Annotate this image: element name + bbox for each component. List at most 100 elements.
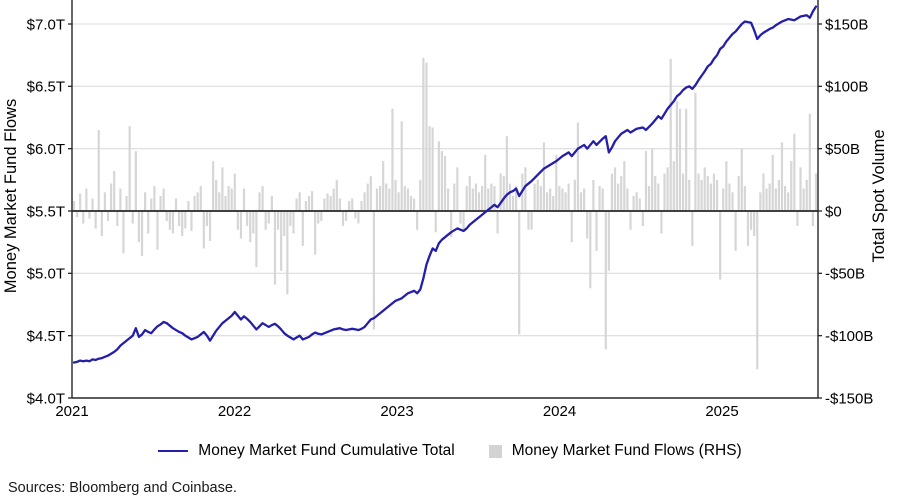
flow-bar [456,167,459,211]
flow-bar [561,188,564,211]
flow-bar [437,141,440,211]
flow-bar [440,151,444,211]
flow-bar [688,179,691,211]
flow-bar [283,211,286,236]
flow-bar [419,179,422,211]
flow-bar [168,211,171,230]
flow-bar [162,188,165,211]
flow-bar [385,183,388,211]
flow-bar [205,211,209,226]
flow-bar [570,211,573,243]
flow-bar [335,179,338,211]
flow-bar [202,211,205,249]
flow-bar [273,211,277,285]
flow-bar [184,211,187,229]
flow-bar [706,176,709,211]
flow-bar [409,196,413,211]
flow-bar [140,211,144,256]
flow-bar [518,211,521,335]
sources-note: Sources: Bloomberg and Coinbase. [8,480,237,496]
flow-bar [113,171,116,211]
left-tick-label: $6.5T [27,79,65,96]
flow-bar [147,211,150,234]
left-tick-label: $5.5T [27,203,65,220]
flow-bar [703,167,706,211]
flow-bar [174,198,178,211]
flow-bar [375,188,379,211]
flow-bar [289,211,292,226]
flow-bar [153,186,156,211]
flow-bar [443,156,447,211]
flow-bar [150,198,153,211]
right-axis-title: Total Spot Volume [870,130,888,263]
flow-bar [601,188,604,211]
flow-bar [403,186,406,211]
flow-bar [496,211,499,234]
flow-bar [499,173,502,211]
flow-bar [545,192,549,211]
flow-bar [181,211,184,236]
flow-bar [583,188,586,211]
flow-bar [502,176,505,211]
flow-bar [388,188,391,211]
flow-bar [246,211,249,226]
flow-bar [295,198,298,211]
flow-bar [793,133,796,211]
flow-bar [298,192,301,211]
flow-bar [796,211,799,226]
flow-bar [505,136,508,211]
flow-bar [783,186,787,211]
flow-bar [329,196,332,211]
flow-bar [230,188,233,211]
flow-bar [110,183,113,211]
flow-bar [394,179,397,211]
flow-bar [468,176,471,211]
flow-bar [75,211,79,218]
flow-bar [780,142,784,211]
flow-bar [280,211,283,271]
flow-bar [193,196,196,211]
flow-bar [236,211,239,230]
flow-bar [663,173,666,211]
flow-bar [592,179,595,211]
flow-bar [286,211,289,295]
flow-bar [511,196,515,211]
flow-bar [128,126,131,211]
flow-bar [604,211,607,350]
flow-bar [106,211,110,221]
right-axis-ticks: $150B $100B $50B $0 -$50B -$100B -$150B [818,16,873,407]
flow-bar [629,211,632,230]
flow-bar [199,186,202,211]
flow-bar [749,211,753,230]
flow-bar [310,191,314,211]
x-tick-label: 2025 [705,403,738,420]
flow-bar [697,173,700,211]
flow-bar [258,192,261,211]
axis-titles: Money Market Fund Flows Total Spot Volume [2,99,888,293]
flow-bar [82,211,85,224]
flow-bar [725,161,728,211]
flow-bar [341,211,345,226]
flow-bar [412,198,416,211]
right-tick-label: -$150B [825,390,873,407]
flow-bar [292,211,295,234]
flow-bar [474,183,478,211]
flow-bar [814,173,818,211]
left-tick-label: $4.0T [27,390,65,407]
flow-bar [301,211,304,246]
flow-bar [196,192,199,211]
flow-bar [481,186,484,211]
left-axis-title: Money Market Fund Flows [2,99,20,293]
flow-bar [579,192,583,211]
flow-bar [382,161,385,211]
flow-bar [700,179,703,211]
flow-bar [252,211,255,234]
flow-bar [471,188,474,211]
x-tick-label: 2024 [543,403,576,420]
flow-bar [391,108,394,211]
flow-bar [378,186,382,211]
flow-bar [462,211,465,230]
flow-bar [654,176,657,211]
flow-bar [79,193,82,211]
flow-bar [610,173,614,211]
